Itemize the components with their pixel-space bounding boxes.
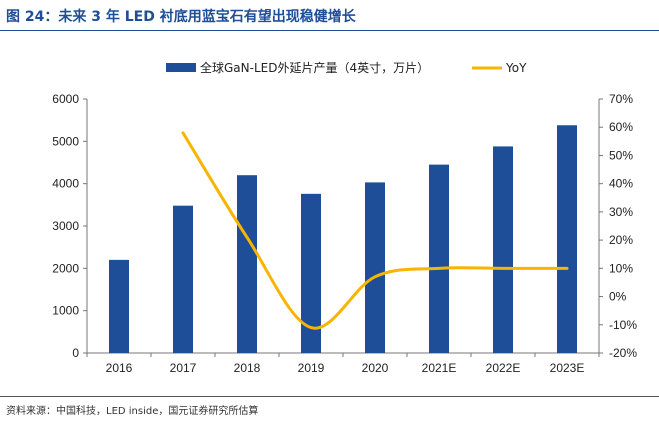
y-right-tick-label: 50% bbox=[609, 148, 633, 162]
y-right-tick-label: 10% bbox=[609, 261, 633, 275]
bar-series bbox=[109, 125, 577, 353]
bar bbox=[301, 193, 321, 353]
legend-line-label: YoY bbox=[505, 61, 527, 75]
bar bbox=[109, 259, 129, 353]
bar bbox=[237, 175, 257, 353]
bar bbox=[429, 164, 449, 353]
y-left-tick-label: 4000 bbox=[52, 177, 79, 191]
y-left-tick-label: 1000 bbox=[52, 304, 79, 318]
footer-rule bbox=[0, 396, 659, 397]
bar bbox=[365, 182, 385, 353]
x-tick-label: 2022E bbox=[486, 361, 521, 375]
x-tick-label: 2018 bbox=[234, 361, 261, 375]
tick-labels: 0 1000 2000 3000 4000 5000 6000 -20% -10% 0% 10% 20… bbox=[52, 92, 637, 375]
bar bbox=[493, 146, 513, 353]
x-tick-label: 2023E bbox=[550, 361, 585, 375]
y-right-tick-label: -20% bbox=[609, 346, 637, 360]
title-rule bbox=[0, 30, 659, 31]
y-right-tick-label: 70% bbox=[609, 92, 633, 106]
y-right-tick-label: 20% bbox=[609, 233, 633, 247]
legend-bar-swatch bbox=[166, 63, 196, 72]
legend: 全球GaN-LED外延片产量（4英寸，万片） YoY bbox=[166, 60, 527, 75]
legend-bar-label: 全球GaN-LED外延片产量（4英寸，万片） bbox=[200, 60, 429, 75]
figure-title: 图 24：未来 3 年 LED 衬底用蓝宝石有望出现稳健增长 bbox=[6, 9, 356, 25]
y-right-tick-label: 60% bbox=[609, 120, 633, 134]
x-tick-label: 2017 bbox=[170, 361, 197, 375]
y-right-tick-label: 30% bbox=[609, 205, 633, 219]
y-right-tick-label: -10% bbox=[609, 318, 637, 332]
x-tick-label: 2021E bbox=[422, 361, 457, 375]
y-left-tick-label: 2000 bbox=[52, 261, 79, 275]
axes bbox=[83, 98, 603, 357]
y-right-tick-label: 0% bbox=[609, 290, 627, 304]
y-right-tick-label: 40% bbox=[609, 177, 633, 191]
source-note: 资料来源：中国科技，LED inside，国元证券研究所估算 bbox=[6, 406, 259, 417]
y-left-tick-label: 5000 bbox=[52, 134, 79, 148]
y-left-tick-label: 0 bbox=[72, 346, 79, 360]
yoy-line bbox=[181, 131, 569, 330]
line-series bbox=[181, 131, 569, 330]
x-tick-label: 2016 bbox=[106, 361, 133, 375]
bar bbox=[173, 205, 193, 353]
y-left-tick-label: 6000 bbox=[52, 92, 79, 106]
y-left-tick-label: 3000 bbox=[52, 219, 79, 233]
x-tick-label: 2020 bbox=[362, 361, 389, 375]
x-tick-label: 2019 bbox=[298, 361, 325, 375]
bar bbox=[557, 125, 577, 353]
